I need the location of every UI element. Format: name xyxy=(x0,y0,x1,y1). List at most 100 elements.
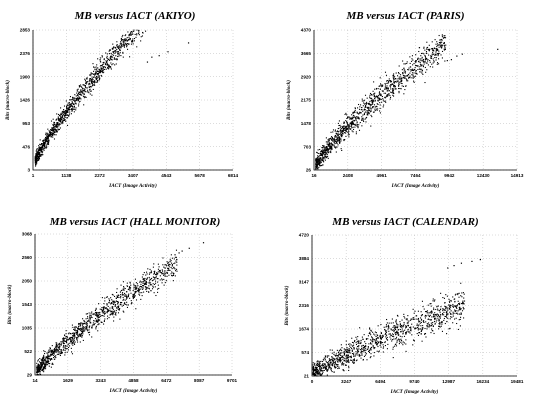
data-point xyxy=(455,306,457,309)
data-point xyxy=(50,120,53,122)
data-point xyxy=(122,304,125,306)
data-point xyxy=(84,96,86,98)
data-point xyxy=(462,306,464,308)
data-point xyxy=(164,267,166,269)
data-point xyxy=(82,331,84,333)
data-point xyxy=(327,157,329,159)
data-point xyxy=(102,311,104,313)
data-point xyxy=(178,252,180,254)
data-point xyxy=(426,62,428,64)
data-point xyxy=(102,63,104,65)
data-point xyxy=(356,123,359,125)
data-point xyxy=(318,162,320,164)
data-point xyxy=(316,159,318,161)
data-point xyxy=(432,58,434,60)
data-point xyxy=(411,69,414,71)
data-point xyxy=(341,347,343,349)
data-point xyxy=(361,108,363,111)
data-point xyxy=(377,325,379,327)
data-point xyxy=(122,281,125,283)
data-point xyxy=(113,54,115,56)
data-point xyxy=(405,75,407,77)
data-point xyxy=(440,292,442,294)
data-point xyxy=(80,90,82,92)
data-point xyxy=(315,369,317,371)
data-point xyxy=(46,133,48,135)
data-point xyxy=(369,349,371,351)
data-point xyxy=(327,149,329,151)
data-point xyxy=(338,133,340,135)
data-point xyxy=(112,313,114,315)
data-point xyxy=(134,291,136,293)
data-point xyxy=(369,331,371,333)
data-point xyxy=(42,358,45,360)
data-point xyxy=(35,150,37,152)
data-point xyxy=(154,277,156,279)
data-point xyxy=(58,344,60,346)
data-point xyxy=(461,292,463,294)
data-point xyxy=(46,137,48,139)
data-point xyxy=(444,46,446,48)
data-point xyxy=(385,96,388,98)
data-point xyxy=(70,99,72,101)
data-point xyxy=(344,138,346,141)
data-point xyxy=(65,340,68,342)
data-point xyxy=(405,327,407,329)
data-point xyxy=(350,355,352,357)
data-point xyxy=(92,322,94,324)
data-point xyxy=(369,92,372,95)
data-point xyxy=(347,355,349,357)
data-point xyxy=(337,144,339,146)
data-point xyxy=(47,355,49,357)
data-point xyxy=(73,337,75,339)
data-point xyxy=(324,159,326,161)
data-point xyxy=(106,296,108,298)
data-point xyxy=(345,344,347,346)
data-point xyxy=(404,325,406,327)
data-point xyxy=(118,53,120,55)
y-tick-label: 1426 xyxy=(20,98,31,103)
data-point xyxy=(77,337,79,339)
data-point xyxy=(117,46,120,48)
data-point xyxy=(436,62,439,64)
data-point xyxy=(376,106,378,108)
data-point xyxy=(46,358,48,360)
data-point xyxy=(392,346,394,348)
data-point xyxy=(341,364,343,366)
data-point xyxy=(168,266,170,268)
data-point xyxy=(73,335,75,337)
data-point xyxy=(104,300,106,302)
data-point xyxy=(388,80,390,82)
data-point xyxy=(51,129,53,131)
data-point xyxy=(446,315,448,317)
data-point xyxy=(366,112,368,114)
data-point xyxy=(348,134,350,136)
data-point xyxy=(447,267,449,269)
data-point xyxy=(334,362,336,364)
data-point xyxy=(162,272,164,274)
data-point xyxy=(329,138,331,140)
data-point xyxy=(442,310,444,312)
data-point xyxy=(123,298,125,300)
y-tick-label: 21 xyxy=(304,374,310,379)
data-point xyxy=(423,320,425,322)
data-point xyxy=(89,319,91,321)
data-point xyxy=(396,332,398,334)
data-point xyxy=(76,333,78,335)
data-point xyxy=(416,65,418,67)
data-point xyxy=(323,153,325,155)
data-point xyxy=(107,57,109,59)
data-point xyxy=(50,353,52,355)
data-point xyxy=(444,47,446,49)
data-point xyxy=(334,146,336,148)
data-point xyxy=(379,344,381,346)
data-point xyxy=(373,94,375,96)
data-point xyxy=(37,365,39,367)
data-point xyxy=(357,107,359,109)
data-point xyxy=(384,329,386,331)
data-point xyxy=(41,369,43,372)
data-point xyxy=(68,107,70,109)
data-point xyxy=(435,59,437,61)
data-point xyxy=(343,139,345,141)
data-point xyxy=(68,333,70,335)
